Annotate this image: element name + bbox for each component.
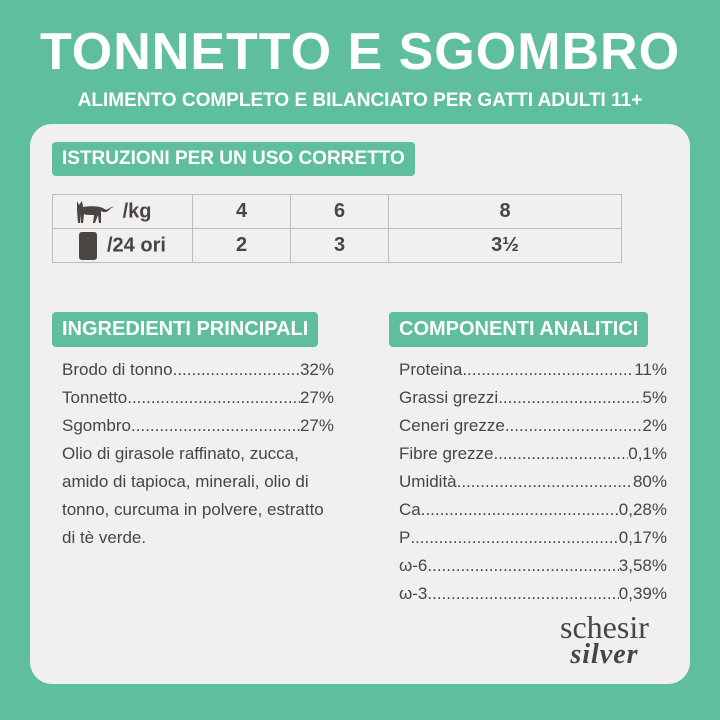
page-subtitle: ALIMENTO COMPLETO E BILANCIATO PER GATTI… [77, 90, 643, 111]
table-cell: 3½ [388, 228, 622, 263]
list-item: Tonnetto27% [62, 384, 334, 412]
brand-logo: schesir silver [560, 609, 649, 670]
list-item: Fibre grezze0,1% [399, 440, 667, 468]
pouch-icon [79, 231, 97, 260]
list-item: Brodo di tonno32% [62, 356, 334, 384]
table-cell: 3 [290, 228, 390, 263]
list-item: Grassi grezzi5% [399, 384, 667, 412]
table-row: /24 ori 2 3 3½ [52, 228, 622, 263]
cat-icon [77, 200, 114, 223]
weight-label: /kg [122, 199, 152, 222]
components-list: Proteina11% Grassi grezzi5% Ceneri grezz… [399, 356, 667, 608]
ingredients-list: Brodo di tonno32% Tonnetto27% Sgombro27%… [62, 356, 334, 552]
list-item: Sgombro27% [62, 412, 334, 440]
table-cell: 2 [191, 228, 292, 263]
table-cell: 4 [191, 194, 292, 229]
components-heading: COMPONENTI ANALITICI [389, 312, 649, 347]
table-cell: 8 [388, 194, 622, 229]
table-row: /kg 4 6 8 [52, 194, 622, 229]
instructions-heading: ISTRUZIONI PER UN USO CORRETTO [52, 142, 415, 176]
list-item: Proteina11% [399, 356, 667, 384]
list-item: ω-63,58% [399, 552, 667, 580]
list-item: ω-30,39% [399, 580, 667, 608]
list-item: Ca0,28% [399, 496, 667, 524]
list-item: P0,17% [399, 524, 667, 552]
other-ingredients: Olio di girasole raffinato, zucca, amido… [62, 444, 324, 547]
list-item: Umidità80% [399, 468, 667, 496]
list-item: Ceneri grezze2% [399, 412, 667, 440]
table-cell: 6 [290, 194, 390, 229]
pouch-label: /24 ori [107, 233, 166, 256]
page-title: TONNETTO E SGOMBRO [39, 23, 681, 81]
ingredients-heading: INGREDIENTI PRINCIPALI [52, 312, 319, 347]
feeding-table: /kg 4 6 8 /24 ori 2 3 3½ [52, 194, 622, 263]
